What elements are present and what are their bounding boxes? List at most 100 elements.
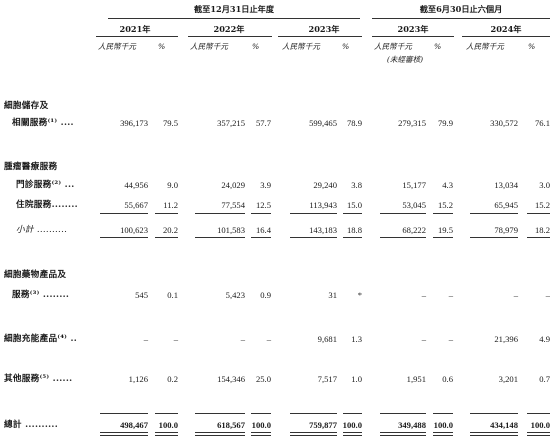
cell-total-9: 100.0 <box>530 420 550 430</box>
cell-cell-energy-1: – <box>173 334 178 344</box>
half-rule-2023 <box>372 36 454 37</box>
cell-cell-storage-1: 79.5 <box>162 118 178 128</box>
subtotal-rule-1 <box>155 213 178 214</box>
year-group-header: 截至12月31日止年度 <box>193 4 275 14</box>
cell-cell-storage-6: 279,315 <box>398 118 426 128</box>
cell-outpatient-0: 44,956 <box>124 180 148 190</box>
total-double-rule-9 <box>527 432 550 436</box>
subtotal-bottom-rule-0 <box>100 237 148 238</box>
total-top-rule-8 <box>470 413 518 414</box>
pct-header: % <box>434 42 442 51</box>
cell-subtotal-0: 100,623 <box>120 225 148 235</box>
subtotal-rule-8 <box>470 213 518 214</box>
cell-outpatient-5: 3.8 <box>351 180 362 190</box>
year-group-rule <box>108 18 360 19</box>
cell-cell-drug-6: – <box>421 290 426 300</box>
cell-cell-drug-2: 5,423 <box>225 290 245 300</box>
row-label-inpatient: 住院服務........ <box>16 200 78 210</box>
cell-other-2: 154,346 <box>217 374 245 384</box>
unit-header: 人民幣千元 <box>374 42 412 51</box>
cell-cell-storage-5: 78.9 <box>346 118 362 128</box>
cell-cell-drug-7: – <box>448 290 453 300</box>
row-label-cell-energy: 細胞充能產品⁽⁴⁾ .. <box>4 334 78 344</box>
cell-total-1: 100.0 <box>158 420 178 430</box>
cell-subtotal-2: 101,583 <box>217 225 245 235</box>
subtotal-rule-4 <box>290 213 337 214</box>
cell-cell-drug-1: 0.1 <box>167 290 178 300</box>
cell-other-5: 1.0 <box>351 374 362 384</box>
pct-header: % <box>342 42 350 51</box>
cell-cell-energy-6: – <box>421 334 426 344</box>
subtotal-bottom-rule-1 <box>155 237 178 238</box>
cell-subtotal-6: 68,222 <box>402 225 426 235</box>
cell-inpatient-7: 15.2 <box>437 200 453 210</box>
year-rule-2021 <box>96 36 178 37</box>
half-rule-2024 <box>462 36 550 37</box>
total-double-rule-5 <box>343 432 362 436</box>
pct-header: % <box>528 42 536 51</box>
cell-outpatient-1: 9.0 <box>167 180 178 190</box>
row-label-cell-drug-2: 服務⁽³⁾ ........ <box>12 290 70 300</box>
cell-cell-drug-5: * <box>357 290 362 300</box>
cell-cell-storage-3: 57.7 <box>255 118 271 128</box>
cell-total-0: 498,467 <box>120 420 148 430</box>
cell-inpatient-6: 53,045 <box>402 200 426 210</box>
total-top-rule-1 <box>155 413 178 414</box>
cell-outpatient-2: 24,029 <box>221 180 245 190</box>
cell-inpatient-8: 65,945 <box>494 200 518 210</box>
cell-other-6: 1,951 <box>406 374 426 384</box>
row-label-cell-storage-1: 細胞儲存及 <box>4 101 49 111</box>
subtotal-bottom-rule-6 <box>380 237 426 238</box>
subtotal-bottom-rule-2 <box>195 237 245 238</box>
cell-other-1: 0.2 <box>167 374 178 384</box>
subtotal-rule-9 <box>527 213 550 214</box>
total-top-rule-4 <box>290 413 337 414</box>
cell-cell-storage-2: 357,215 <box>217 118 245 128</box>
cell-outpatient-7: 4.3 <box>442 180 453 190</box>
unaudited-note: (未經審核) <box>386 55 424 64</box>
cell-total-7: 100.0 <box>433 420 453 430</box>
cell-total-3: 100.0 <box>251 420 271 430</box>
cell-cell-energy-4: 9,681 <box>317 334 337 344</box>
subtotal-bottom-rule-7 <box>433 237 453 238</box>
row-label-tumor-services: 腫瘤醫療服務 <box>4 162 58 172</box>
subtotal-rule-7 <box>433 213 453 214</box>
cell-subtotal-8: 78,979 <box>494 225 518 235</box>
cell-total-5: 100.0 <box>342 420 362 430</box>
cell-subtotal-9: 18.2 <box>534 225 550 235</box>
unit-header: 人民幣千元 <box>466 42 504 51</box>
total-top-rule-9 <box>527 413 550 414</box>
year-header-2023: 2023年 <box>308 24 340 34</box>
year-header-2022: 2022年 <box>213 24 245 34</box>
cell-cell-drug-8: – <box>513 290 518 300</box>
cell-subtotal-4: 143,183 <box>309 225 337 235</box>
subtotal-bottom-rule-5 <box>343 237 362 238</box>
total-top-rule-2 <box>195 413 245 414</box>
cell-cell-storage-0: 396,173 <box>120 118 148 128</box>
total-double-rule-8 <box>470 432 518 436</box>
cell-inpatient-4: 113,943 <box>309 200 337 210</box>
cell-cell-drug-4: 31 <box>328 290 337 300</box>
cell-subtotal-5: 18.8 <box>346 225 362 235</box>
cell-total-8: 434,148 <box>490 420 518 430</box>
unit-header: 人民幣千元 <box>282 42 320 51</box>
total-top-rule-0 <box>100 413 148 414</box>
cell-other-0: 1,126 <box>128 374 148 384</box>
subtotal-bottom-rule-3 <box>251 237 271 238</box>
cell-subtotal-3: 16.4 <box>255 225 271 235</box>
cell-other-7: 0.6 <box>442 374 453 384</box>
cell-outpatient-9: 3.0 <box>539 180 550 190</box>
row-label-cell-storage-2: 相關服務⁽¹⁾ .... <box>12 118 74 128</box>
cell-outpatient-8: 13,034 <box>494 180 518 190</box>
subtotal-rule-2 <box>195 213 245 214</box>
subtotal-rule-6 <box>380 213 426 214</box>
cell-cell-drug-0: 545 <box>135 290 148 300</box>
row-label-total: 總計 .......... <box>4 420 58 430</box>
half-header-2024: 2024年 <box>490 24 522 34</box>
cell-cell-storage-4: 599,465 <box>309 118 337 128</box>
row-label-cell-drug-1: 細胞藥物產品及 <box>4 270 67 280</box>
year-rule-2022 <box>188 36 272 37</box>
total-double-rule-7 <box>433 432 453 436</box>
cell-total-6: 349,488 <box>398 420 426 430</box>
cell-other-3: 25.0 <box>255 374 271 384</box>
